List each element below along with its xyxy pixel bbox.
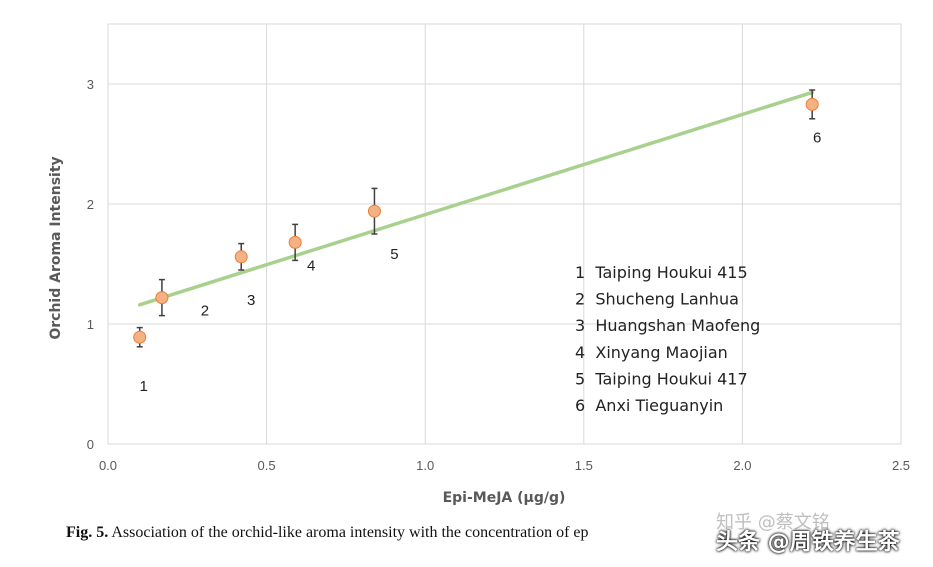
grid-lines <box>108 24 901 444</box>
y-tick-label: 1 <box>87 317 94 332</box>
legend-entry: 2 Shucheng Lanhua <box>575 290 739 309</box>
x-axis-label: Epi-MeJA (µg/g) <box>443 490 566 506</box>
data-point <box>288 235 302 249</box>
scatter-chart: 0.0 0.5 1.0 1.5 2.0 2.5 0 1 2 3 1 2 3 4 5 6 Epi-MeJA … <box>48 23 910 506</box>
x-tick-label: 0.0 <box>99 458 117 473</box>
point-label: 3 <box>247 292 255 309</box>
y-axis-label: Orchid Aroma Intensity <box>48 156 64 339</box>
watermark-zhihu: 知乎 @蔡文铭 <box>716 512 830 533</box>
data-point <box>234 250 248 264</box>
x-tick-label: 2.0 <box>733 458 751 473</box>
data-point <box>805 97 819 111</box>
legend-entry: 6 Anxi Tieguanyin <box>575 396 723 415</box>
watermark-toutiao: 头条 @周铁养生茶 <box>716 530 900 555</box>
point-label: 6 <box>813 129 821 146</box>
point-label: 2 <box>201 303 209 320</box>
x-tick-label: 0.5 <box>258 458 276 473</box>
plot-area-frame <box>107 23 902 445</box>
data-point <box>133 330 147 344</box>
data-points <box>133 89 819 348</box>
x-tick-label: 2.5 <box>892 458 910 473</box>
legend-entry: 5 Taiping Houkui 417 <box>575 369 748 388</box>
legend-entry: 3 Huangshan Maofeng <box>575 316 760 335</box>
trend-line <box>137 90 814 307</box>
legend-entry: 4 Xinyang Maojian <box>575 343 728 362</box>
x-tick-labels: 0.0 0.5 1.0 1.5 2.0 2.5 <box>99 458 910 473</box>
y-tick-label: 3 <box>87 77 94 92</box>
legend: 1 Taiping Houkui 415 2 Shucheng Lanhua 3 H… <box>575 263 760 415</box>
legend-entry: 1 Taiping Houkui 415 <box>575 263 748 282</box>
point-label: 4 <box>307 257 315 274</box>
y-tick-label: 0 <box>87 437 94 452</box>
figure-caption-label: Fig. 5. <box>66 524 109 541</box>
data-point <box>367 204 381 218</box>
point-label: 1 <box>140 378 148 395</box>
point-labels: 1 2 3 4 5 6 <box>140 129 822 395</box>
figure-caption-text: Association of the orchid-like aroma int… <box>108 524 589 541</box>
figure-caption: Fig. 5. Association of the orchid-like a… <box>66 524 926 542</box>
y-tick-labels: 0 1 2 3 <box>87 77 94 452</box>
point-label: 5 <box>390 246 398 263</box>
data-point <box>155 291 169 305</box>
x-tick-label: 1.5 <box>575 458 593 473</box>
x-tick-label: 1.0 <box>416 458 434 473</box>
y-tick-label: 2 <box>87 197 94 212</box>
